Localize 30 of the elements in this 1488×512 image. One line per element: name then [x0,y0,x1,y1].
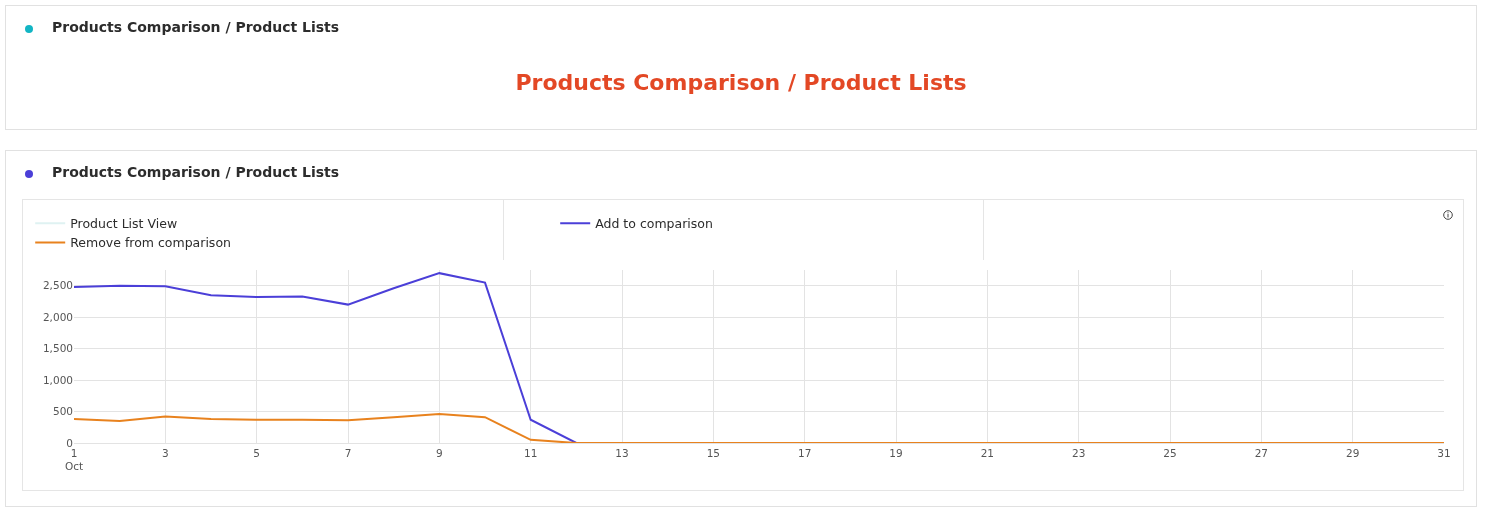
x-tick-label: 21 [980,446,995,459]
x-tick-label: 17 [797,446,812,459]
x-tick-label: 13 [615,446,629,459]
legend-label: Add to comparison [595,216,713,232]
x-tick-label: 3 [161,446,169,459]
y-tick-label: 1,500 [42,342,73,355]
x-tick-label: 31 [1437,446,1451,459]
x-tick-label: 25 [1163,446,1177,459]
x-tick-label: 19 [889,446,903,459]
y-tick-label: 1,000 [42,373,73,386]
x-tick-label: 5 [253,446,261,459]
x-tick-label: 29 [1345,446,1360,459]
line-series [74,272,578,443]
x-tick-label: 7 [344,446,352,459]
y-tick-label: 500 [52,405,73,418]
y-tick-label: 0 [66,436,73,449]
y-tick-label: 2,500 [42,279,73,292]
legend-label: Product List View [70,216,178,232]
x-tick-label: 27 [1254,446,1269,459]
text: Products Comparison / Product Lists [52,19,340,35]
legend-label: Remove from comparison [70,235,231,251]
y-tick-label: 2,000 [42,310,73,323]
x-tick-label: 23 [1071,446,1086,459]
chart-title: Products Comparison / Product Lists [52,164,340,180]
x-tick-label: 9 [435,446,443,459]
x-tick-label: 15 [706,446,721,459]
text: Products Comparison / Product Lists [514,70,968,95]
x-tick-label: 1 Oct [64,446,84,473]
x-tick-label: 11 [523,446,538,459]
line-series [74,413,1444,443]
